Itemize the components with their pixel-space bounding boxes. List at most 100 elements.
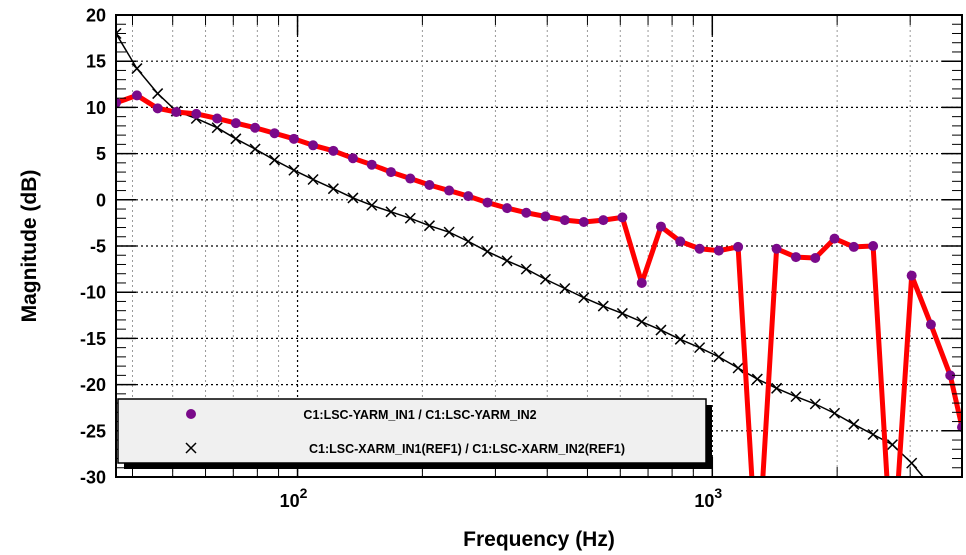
y-tick-label: 10 bbox=[86, 98, 106, 118]
legend-label-yarm: C1:LSC-YARM_IN1 / C1:LSC-YARM_IN2 bbox=[303, 408, 536, 422]
yarm-point bbox=[424, 180, 435, 191]
xarm-point bbox=[713, 351, 725, 363]
xarm-point-stroke bbox=[886, 439, 898, 451]
y-tick-label: 5 bbox=[96, 144, 106, 164]
xarm-point bbox=[249, 143, 261, 155]
xarm-point bbox=[520, 263, 532, 275]
yarm-point bbox=[152, 103, 163, 114]
y-tick-label: -25 bbox=[80, 421, 106, 441]
y-tick-label: -10 bbox=[80, 283, 106, 303]
xarm-point bbox=[307, 173, 319, 186]
yarm-point bbox=[540, 211, 551, 222]
xarm-point-stroke bbox=[906, 457, 918, 469]
xarm-point bbox=[578, 292, 590, 304]
yarm-point bbox=[463, 191, 474, 202]
xarm-point-stroke bbox=[809, 398, 821, 410]
yarm-point bbox=[559, 215, 570, 226]
xarm-point bbox=[501, 255, 513, 267]
xarm-point-stroke bbox=[539, 273, 551, 285]
xarm-point-stroke bbox=[385, 206, 397, 218]
xarm-point-stroke bbox=[347, 192, 359, 204]
yarm-point bbox=[906, 270, 917, 281]
y-tick-label: -15 bbox=[80, 329, 106, 349]
xarm-point bbox=[116, 27, 122, 40]
y-tick-label: -30 bbox=[80, 468, 106, 488]
yarm-point bbox=[366, 159, 377, 170]
yarm-point bbox=[848, 241, 859, 252]
xarm-point-stroke bbox=[616, 307, 628, 319]
xarm-point-stroke bbox=[481, 246, 493, 258]
y-axis-title: Magnitude (dB) bbox=[18, 170, 41, 323]
xarm-point-stroke bbox=[771, 382, 783, 394]
xarm-point-stroke bbox=[732, 362, 744, 374]
xarm-point-stroke bbox=[751, 373, 763, 385]
xarm-point bbox=[694, 342, 706, 354]
yarm-point bbox=[636, 277, 647, 288]
y-tick-label: 15 bbox=[86, 52, 106, 72]
yarm-point bbox=[771, 243, 782, 254]
xarm-point-stroke bbox=[423, 220, 435, 232]
xarm-point-stroke bbox=[366, 199, 378, 211]
yarm-point bbox=[131, 90, 142, 101]
xarm-point-stroke bbox=[249, 143, 261, 155]
xarm-point bbox=[616, 307, 628, 319]
yarm-point bbox=[444, 185, 455, 196]
legend-label-xarm: C1:LSC-XARM_IN1(REF1) / C1:LSC-XARM_IN2(… bbox=[309, 442, 625, 456]
xarm-point bbox=[867, 428, 879, 441]
axis-ticks bbox=[116, 14, 963, 478]
y-tick-label: -5 bbox=[90, 237, 106, 257]
xarm-point bbox=[423, 220, 435, 232]
xarm-point-stroke bbox=[131, 63, 143, 75]
xarm-point-stroke bbox=[559, 282, 571, 295]
yarm-point bbox=[694, 243, 705, 254]
xarm-point bbox=[636, 316, 648, 328]
xarm-point-stroke bbox=[848, 418, 860, 430]
yarm-point bbox=[212, 113, 223, 124]
xarm-point-stroke bbox=[828, 407, 841, 419]
legend-box bbox=[117, 398, 707, 464]
legend-marker-yarm bbox=[186, 409, 196, 419]
yarm-point bbox=[250, 122, 261, 133]
xarm-point bbox=[268, 154, 281, 166]
xarm-point bbox=[539, 273, 551, 285]
xarm-point bbox=[790, 391, 802, 403]
yarm-point bbox=[308, 140, 319, 151]
xarm-point-stroke bbox=[404, 212, 416, 224]
xarm-point bbox=[559, 282, 571, 295]
xarm-point bbox=[230, 133, 242, 145]
yarm-point bbox=[675, 236, 686, 247]
x-tick-exponent: 2 bbox=[300, 485, 308, 501]
xarm-point-stroke bbox=[694, 342, 706, 354]
xarm-point bbox=[443, 226, 455, 238]
xarm-point-stroke bbox=[268, 154, 281, 166]
y-tick-label: -20 bbox=[80, 375, 106, 395]
xarm-point bbox=[809, 398, 821, 410]
yarm-point bbox=[269, 128, 280, 139]
xarm-point-stroke bbox=[867, 428, 879, 441]
legend: C1:LSC-YARM_IN1 / C1:LSC-YARM_IN2 C1:LSC… bbox=[117, 398, 712, 469]
xarm-point-stroke bbox=[501, 255, 513, 267]
xarm-point-stroke bbox=[655, 324, 667, 336]
y-tick-label: 0 bbox=[96, 190, 106, 210]
xarm-point bbox=[347, 192, 359, 204]
yarm-point bbox=[521, 207, 532, 218]
xarm-point-stroke bbox=[230, 133, 242, 145]
xarm-point bbox=[327, 183, 339, 195]
y-tick-label: 20 bbox=[86, 6, 106, 26]
xarm-point bbox=[131, 63, 143, 75]
xarm-point bbox=[886, 439, 898, 451]
yarm-point bbox=[925, 319, 936, 330]
xarm-point bbox=[152, 88, 164, 100]
xarm-point bbox=[597, 300, 609, 312]
yarm-point bbox=[790, 252, 801, 263]
yarm-point bbox=[385, 167, 396, 178]
yarm-point bbox=[328, 145, 339, 156]
x-axis-title: Frequency (Hz) bbox=[463, 528, 615, 551]
xarm-point-stroke bbox=[578, 292, 590, 304]
xarm-point-stroke bbox=[443, 226, 455, 238]
xarm-point bbox=[674, 333, 686, 345]
xarm-point bbox=[848, 418, 860, 430]
yarm-point bbox=[655, 221, 666, 232]
